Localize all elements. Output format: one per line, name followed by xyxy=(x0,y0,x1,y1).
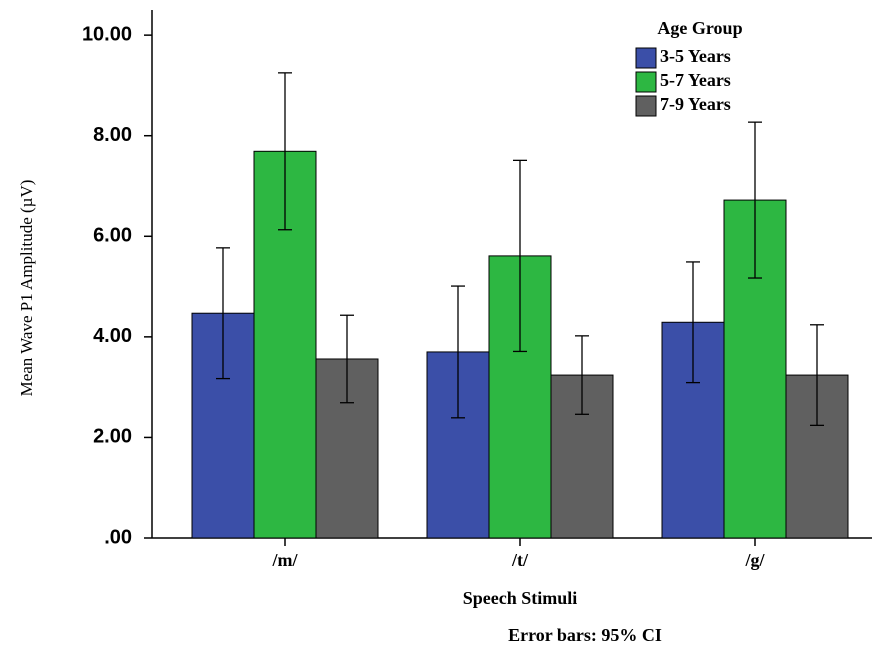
legend-label: 3-5 Years xyxy=(660,46,731,66)
error-bar xyxy=(575,335,589,415)
legend-swatch xyxy=(635,47,657,69)
legend-label: 7-9 Years xyxy=(660,94,731,114)
error-bar xyxy=(748,121,762,279)
legend-title: Age Group xyxy=(657,18,742,38)
y-tick-label: 4.00 xyxy=(93,325,132,347)
x-tick-label: /t/ xyxy=(511,550,529,570)
x-tick-label: /g/ xyxy=(744,550,765,570)
error-bar xyxy=(513,159,527,353)
legend-swatch xyxy=(635,71,657,93)
error-bar xyxy=(278,72,292,231)
y-tick-label: 10.00 xyxy=(82,23,132,45)
error-bar xyxy=(340,314,354,404)
y-tick-label: 6.00 xyxy=(93,225,132,247)
y-tick-label: .00 xyxy=(104,526,132,548)
legend-swatch xyxy=(635,95,657,117)
error-bar xyxy=(216,247,230,380)
x-axis-label: Speech Stimuli xyxy=(463,588,578,608)
annotation: Error bars: 95% CI xyxy=(508,625,662,645)
y-tick-label: 8.00 xyxy=(93,124,132,146)
y-tick-label: 2.00 xyxy=(93,426,132,448)
x-tick-label: /m/ xyxy=(272,550,299,570)
error-bar xyxy=(451,285,465,419)
legend-label: 5-7 Years xyxy=(660,70,731,90)
error-bar xyxy=(686,261,700,384)
error-bar xyxy=(810,324,824,427)
y-axis-label: Mean Wave P1 Amplitude (µV) xyxy=(17,180,36,397)
